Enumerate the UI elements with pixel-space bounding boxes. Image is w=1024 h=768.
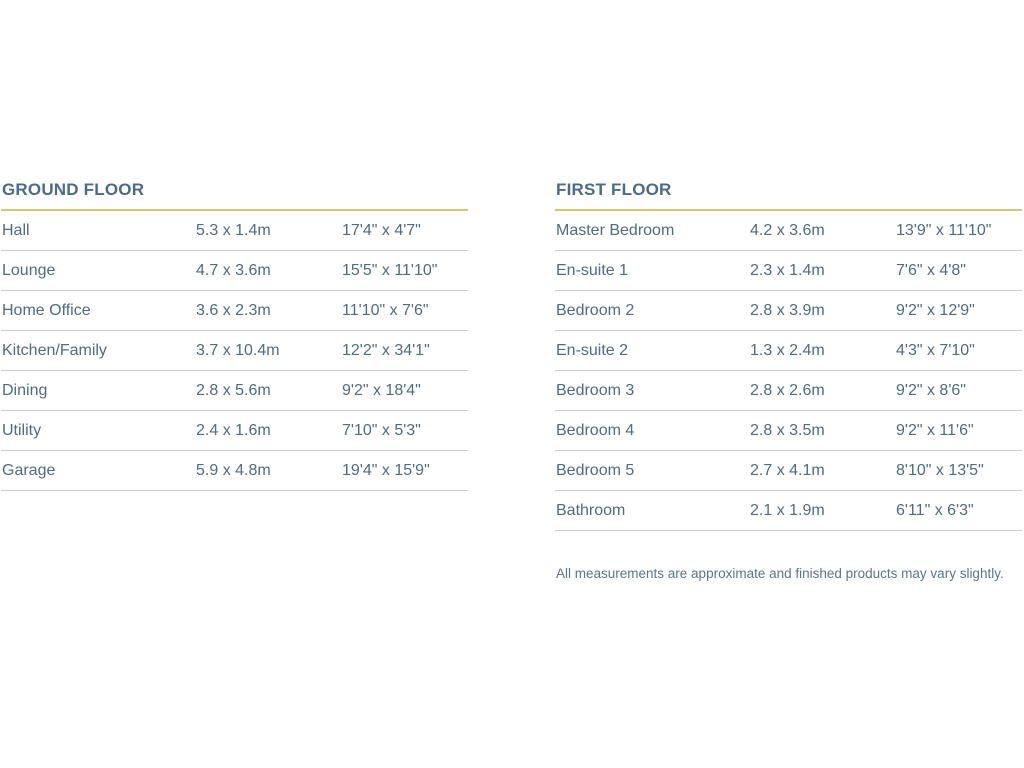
imperial-size: 12'2" x 34'1": [342, 342, 430, 359]
table-row: Bedroom 2 2.8 x 3.9m 9'2" x 12'9": [555, 291, 1022, 331]
first-floor-title: FIRST FLOOR: [556, 180, 672, 199]
table-row: Garage 5.9 x 4.8m 19'4" x 15'9": [1, 451, 468, 491]
metric-size: 4.7 x 3.6m: [196, 262, 271, 279]
metric-size: 2.8 x 2.6m: [750, 382, 825, 399]
imperial-size: 7'6" x 4'8": [896, 262, 966, 279]
imperial-size: 13'9" x 11'10": [896, 222, 992, 239]
room-name: Bedroom 3: [556, 382, 635, 399]
table-row: Master Bedroom 4.2 x 3.6m 13'9" x 11'10": [555, 211, 1022, 251]
table-row: Bedroom 3 2.8 x 2.6m 9'2" x 8'6": [555, 371, 1022, 411]
accent-divider: [1, 209, 468, 211]
accent-divider: [555, 209, 1022, 211]
room-name: Home Office: [2, 302, 91, 319]
imperial-size: 17'4" x 4'7": [342, 222, 421, 239]
room-name: Bedroom 5: [556, 462, 635, 479]
ground-floor-table: GROUND FLOOR Hall 5.3 x 1.4m 17'4" x 4'7" L…: [1, 178, 468, 491]
table-row: Bedroom 4 2.8 x 3.5m 9'2" x 11'6": [555, 411, 1022, 451]
imperial-size: 6'11" x 6'3": [896, 502, 974, 519]
room-name: Master Bedroom: [556, 222, 675, 239]
room-name: Hall: [2, 222, 30, 239]
imperial-size: 15'5" x 11'10": [342, 262, 438, 279]
room-name: En-suite 2: [556, 342, 629, 359]
table-row: Utility 2.4 x 1.6m 7'10" x 5'3": [1, 411, 468, 451]
room-name: Garage: [2, 462, 56, 479]
metric-size: 2.1 x 1.9m: [750, 502, 825, 519]
room-name: Lounge: [2, 262, 56, 279]
table-row: Lounge 4.7 x 3.6m 15'5" x 11'10": [1, 251, 468, 291]
metric-size: 5.3 x 1.4m: [196, 222, 271, 239]
imperial-size: 9'2" x 18'4": [342, 382, 421, 399]
metric-size: 2.3 x 1.4m: [750, 262, 825, 279]
imperial-size: 19'4" x 15'9": [342, 462, 430, 479]
metric-size: 3.6 x 2.3m: [196, 302, 271, 319]
imperial-size: 9'2" x 8'6": [896, 382, 966, 399]
room-name: Utility: [2, 422, 42, 439]
room-name: Kitchen/Family: [2, 342, 107, 359]
table-row: En-suite 1 2.3 x 1.4m 7'6" x 4'8": [555, 251, 1022, 291]
imperial-size: 9'2" x 11'6": [896, 422, 974, 439]
metric-size: 3.7 x 10.4m: [196, 342, 280, 359]
metric-size: 2.4 x 1.6m: [196, 422, 271, 439]
table-row: En-suite 2 1.3 x 2.4m 4'3" x 7'10": [555, 331, 1022, 371]
table-row: Bedroom 5 2.7 x 4.1m 8'10" x 13'5": [555, 451, 1022, 491]
metric-size: 1.3 x 2.4m: [750, 342, 825, 359]
room-name: Bedroom 4: [556, 422, 635, 439]
table-row: Dining 2.8 x 5.6m 9'2" x 18'4": [1, 371, 468, 411]
table-row: Hall 5.3 x 1.4m 17'4" x 4'7": [1, 211, 468, 251]
table-row: Kitchen/Family 3.7 x 10.4m 12'2" x 34'1": [1, 331, 468, 371]
room-name: Bedroom 2: [556, 302, 635, 319]
disclaimer-note: All measurements are approximate and fin…: [556, 566, 1004, 581]
metric-size: 5.9 x 4.8m: [196, 462, 271, 479]
metric-size: 2.8 x 5.6m: [196, 382, 271, 399]
imperial-size: 11'10" x 7'6": [342, 302, 429, 319]
imperial-size: 7'10" x 5'3": [342, 422, 421, 439]
room-name: Bathroom: [556, 502, 626, 519]
metric-size: 2.8 x 3.5m: [750, 422, 825, 439]
table-row: Bathroom 2.1 x 1.9m 6'11" x 6'3": [555, 491, 1022, 531]
room-name: En-suite 1: [556, 262, 629, 279]
room-name: Dining: [2, 382, 48, 399]
imperial-size: 4'3" x 7'10": [896, 342, 975, 359]
metric-size: 4.2 x 3.6m: [750, 222, 825, 239]
first-floor-table: FIRST FLOOR Master Bedroom 4.2 x 3.6m 13'9…: [555, 178, 1022, 531]
table-row: Home Office 3.6 x 2.3m 11'10" x 7'6": [1, 291, 468, 331]
ground-floor-title: GROUND FLOOR: [2, 180, 145, 199]
metric-size: 2.7 x 4.1m: [750, 462, 825, 479]
imperial-size: 8'10" x 13'5": [896, 462, 984, 479]
imperial-size: 9'2" x 12'9": [896, 302, 975, 319]
metric-size: 2.8 x 3.9m: [750, 302, 825, 319]
